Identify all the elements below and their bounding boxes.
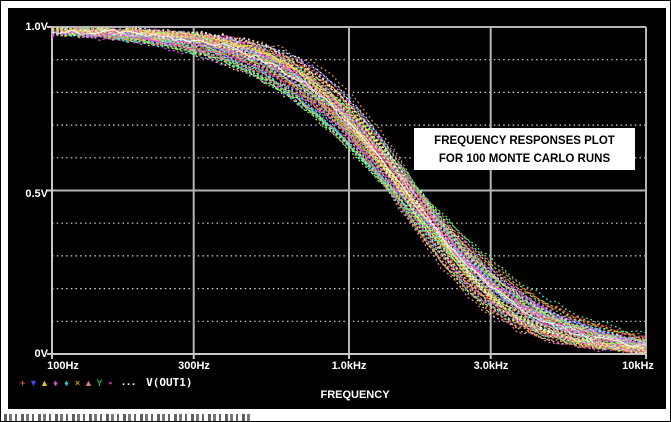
legend-marker-icon-2: ▼ xyxy=(29,378,38,388)
y-tick-label-0v: 0V xyxy=(34,348,48,360)
legend-marker-icons: + ▼ ▲ ♦ ♦ × ▲ Y ▪ xyxy=(17,373,116,391)
legend-marker-icon-5: ♦ xyxy=(64,378,69,388)
legend-marker-icon-7: ▲ xyxy=(84,378,93,388)
x-tick-label-3khz: 3.0kHz xyxy=(473,360,509,372)
legend-marker-icon-3: ▲ xyxy=(40,378,49,388)
legend-marker-icon-9: ▪ xyxy=(108,378,113,388)
annotation-box: FREQUENCY RESPONSES PLOT FOR 100 MONTE C… xyxy=(414,128,635,170)
legend-trace-name: V(OUT1) xyxy=(146,375,193,389)
y-tick-label-05v: 0.5V xyxy=(25,188,48,200)
annotation-line-1: FREQUENCY RESPONSES PLOT xyxy=(434,135,615,147)
monte-carlo-frequency-response-plot: 1.0V 0.5V 0V 100Hz 300Hz 1.0kHz 3.0kHz 1… xyxy=(8,8,666,409)
annotation-line-2: FOR 100 MONTE CARLO RUNS xyxy=(438,153,611,165)
y-tick-label-1v: 1.0V xyxy=(25,21,48,33)
legend-marker-icon-8: Y xyxy=(96,378,103,388)
x-tick-label-10khz: 10kHz xyxy=(622,360,654,372)
legend-marker-icon-6: × xyxy=(74,378,81,388)
x-tick-label-100hz: 100Hz xyxy=(47,360,79,372)
x-tick-label-300hz: 300Hz xyxy=(178,360,210,372)
clipped-caption-text xyxy=(4,414,252,421)
trace-legend: + ▼ ▲ ♦ ♦ × ▲ Y ▪ ... V(OUT1) xyxy=(17,375,193,389)
legend-marker-icon-4: ♦ xyxy=(53,378,58,388)
plot-canvas xyxy=(47,26,647,359)
x-axis-title: FREQUENCY xyxy=(320,389,390,401)
x-tick-label-1khz: 1.0kHz xyxy=(331,360,367,372)
legend-marker-icon-1: + xyxy=(19,378,26,388)
legend-ellipsis: ... xyxy=(122,376,138,388)
